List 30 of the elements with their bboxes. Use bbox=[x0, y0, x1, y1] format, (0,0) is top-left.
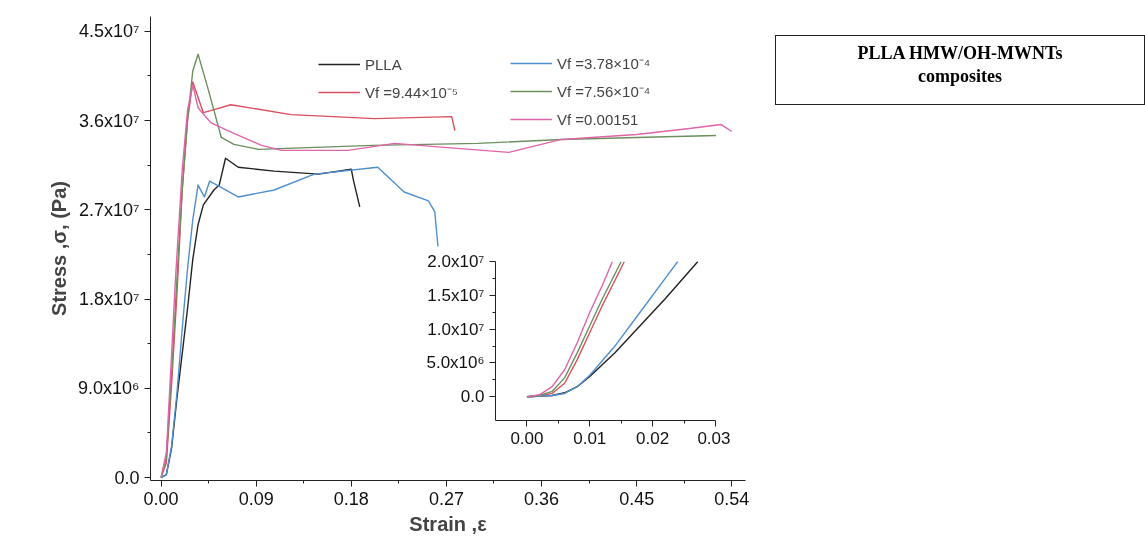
x-axis-title: Strain ,ε bbox=[409, 512, 488, 535]
y-axis-title: Stress ,σ, (Pa) bbox=[48, 181, 71, 316]
x-tick-label: 0.36 bbox=[524, 488, 560, 509]
y-tick-label: 2.7x10⁷ bbox=[78, 199, 140, 220]
x-tick-label: 0.01 bbox=[573, 428, 607, 448]
y-tick-label: 9.0x10⁶ bbox=[78, 378, 140, 399]
x-tick-label: 0.09 bbox=[238, 488, 274, 509]
x-tick-label: 0.27 bbox=[428, 488, 464, 509]
y-tick-label: 4.5x10⁷ bbox=[78, 21, 140, 42]
y-tick-label: 0.0 bbox=[114, 467, 140, 488]
y-tick-label: 1.8x10⁷ bbox=[78, 289, 140, 310]
y-tick-label: 1.5x10⁷ bbox=[427, 285, 485, 305]
legend-label: Vf =0.00151 bbox=[557, 110, 639, 128]
y-tick-label: 5.0x10⁶ bbox=[426, 353, 485, 373]
y-tick-label: 0.0 bbox=[460, 387, 485, 407]
legend-label: PLLA bbox=[365, 55, 402, 73]
x-tick-label: 0.45 bbox=[619, 488, 655, 509]
y-tick-label: 1.0x10⁷ bbox=[427, 319, 485, 339]
y-tick-label: 3.6x10⁷ bbox=[78, 110, 140, 131]
x-tick-label: 0.00 bbox=[510, 428, 544, 448]
x-tick-label: 0.02 bbox=[636, 428, 670, 448]
text: PLLA HMW/OH-MWNTs composites bbox=[856, 42, 1064, 89]
x-tick-label: 0.03 bbox=[697, 428, 731, 448]
x-tick-label: 0.00 bbox=[143, 488, 179, 509]
y-tick-label: 2.0x10⁷ bbox=[427, 252, 485, 271]
legend-label: Vf =7.56×10⁻⁴ bbox=[557, 82, 651, 101]
legend-label: Vf =9.44×10⁻⁵ bbox=[365, 83, 458, 102]
legend-label: Vf =3.78×10⁻⁴ bbox=[557, 54, 651, 73]
x-tick-label: 0.18 bbox=[333, 488, 369, 509]
x-tick-label: 0.54 bbox=[714, 488, 750, 509]
